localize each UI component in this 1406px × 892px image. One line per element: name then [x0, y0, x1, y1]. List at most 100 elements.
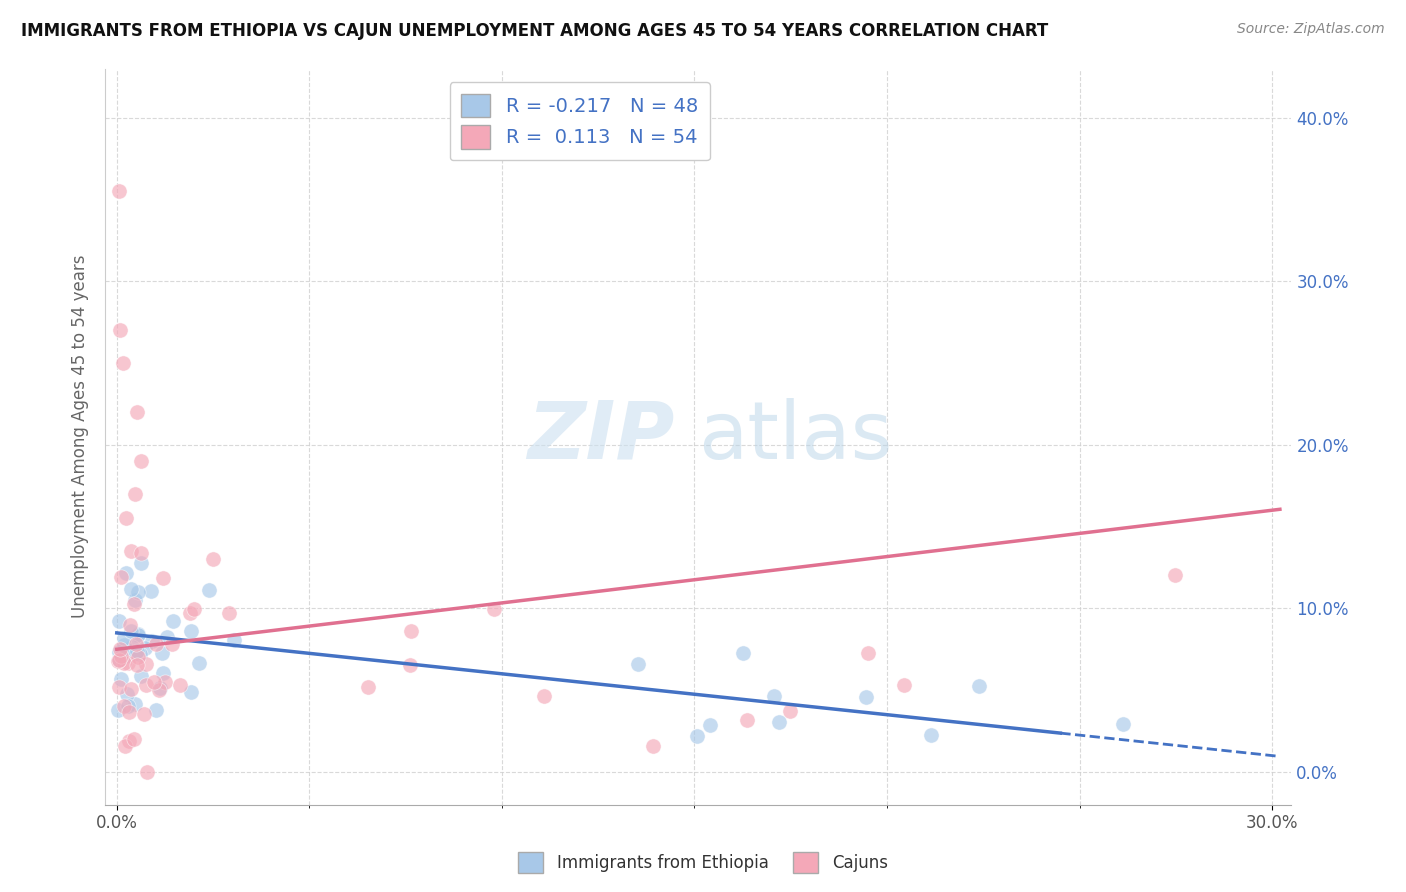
Immigrants from Ethiopia: [127, 584, 149, 599]
Immigrants from Ethiopia: [129, 556, 152, 570]
Immigrants from Ethiopia: [180, 685, 202, 699]
Immigrants from Ethiopia: [762, 689, 785, 703]
Immigrants from Ethiopia: [127, 626, 149, 640]
Cajuns: [125, 637, 148, 651]
Immigrants from Ethiopia: [115, 566, 138, 581]
Cajuns: [125, 405, 148, 419]
Immigrants from Ethiopia: [626, 657, 648, 672]
Cajuns: [399, 658, 422, 673]
Cajuns: [482, 601, 505, 615]
Cajuns: [107, 655, 129, 669]
Immigrants from Ethiopia: [920, 728, 942, 742]
Cajuns: [131, 454, 153, 468]
Immigrants from Ethiopia: [114, 648, 136, 663]
Text: ZIP: ZIP: [527, 398, 675, 475]
Cajuns: [112, 699, 135, 714]
Text: Source: ZipAtlas.com: Source: ZipAtlas.com: [1237, 22, 1385, 37]
Immigrants from Ethiopia: [129, 669, 152, 683]
Immigrants from Ethiopia: [108, 653, 131, 667]
Cajuns: [120, 681, 142, 696]
Cajuns: [143, 675, 166, 690]
Immigrants from Ethiopia: [1112, 716, 1135, 731]
Cajuns: [125, 658, 148, 673]
Immigrants from Ethiopia: [125, 646, 148, 660]
Cajuns: [120, 544, 142, 558]
Immigrants from Ethiopia: [967, 679, 990, 693]
Immigrants from Ethiopia: [180, 624, 202, 638]
Cajuns: [127, 649, 149, 664]
Text: atlas: atlas: [699, 398, 893, 475]
Immigrants from Ethiopia: [224, 632, 246, 647]
Cajuns: [155, 675, 177, 690]
Immigrants from Ethiopia: [768, 715, 790, 730]
Cajuns: [118, 705, 141, 719]
Cajuns: [111, 356, 134, 370]
Cajuns: [218, 607, 240, 621]
Cajuns: [201, 552, 224, 566]
Cajuns: [179, 606, 201, 620]
Cajuns: [641, 739, 664, 753]
Cajuns: [399, 624, 422, 639]
Cajuns: [779, 704, 801, 718]
Immigrants from Ethiopia: [125, 644, 148, 658]
Immigrants from Ethiopia: [112, 638, 135, 652]
Cajuns: [107, 184, 129, 198]
Cajuns: [110, 649, 132, 664]
Cajuns: [117, 733, 139, 747]
Cajuns: [893, 678, 915, 692]
Cajuns: [357, 681, 380, 695]
Legend: Immigrants from Ethiopia, Cajuns: Immigrants from Ethiopia, Cajuns: [512, 846, 894, 880]
Cajuns: [169, 677, 191, 691]
Cajuns: [135, 764, 157, 779]
Immigrants from Ethiopia: [686, 729, 709, 743]
Immigrants from Ethiopia: [110, 673, 132, 687]
Cajuns: [122, 597, 145, 611]
Cajuns: [856, 646, 879, 660]
Cajuns: [152, 571, 174, 585]
Text: IMMIGRANTS FROM ETHIOPIA VS CAJUN UNEMPLOYMENT AMONG AGES 45 TO 54 YEARS CORRELA: IMMIGRANTS FROM ETHIOPIA VS CAJUN UNEMPL…: [21, 22, 1049, 40]
Immigrants from Ethiopia: [121, 640, 143, 655]
Immigrants from Ethiopia: [108, 614, 131, 628]
Immigrants from Ethiopia: [156, 630, 179, 644]
Immigrants from Ethiopia: [127, 628, 149, 642]
Cajuns: [122, 732, 145, 747]
Immigrants from Ethiopia: [198, 582, 221, 597]
Immigrants from Ethiopia: [188, 656, 211, 670]
Cajuns: [134, 706, 156, 721]
Cajuns: [108, 653, 131, 667]
Y-axis label: Unemployment Among Ages 45 to 54 years: Unemployment Among Ages 45 to 54 years: [72, 255, 89, 618]
Immigrants from Ethiopia: [141, 634, 163, 648]
Immigrants from Ethiopia: [699, 718, 721, 732]
Immigrants from Ethiopia: [115, 687, 138, 701]
Cajuns: [117, 656, 139, 670]
Immigrants from Ethiopia: [124, 593, 146, 607]
Immigrants from Ethiopia: [150, 646, 173, 660]
Immigrants from Ethiopia: [134, 640, 156, 655]
Cajuns: [120, 618, 142, 632]
Cajuns: [108, 323, 131, 337]
Immigrants from Ethiopia: [124, 698, 146, 712]
Immigrants from Ethiopia: [128, 648, 150, 662]
Immigrants from Ethiopia: [117, 699, 139, 714]
Immigrants from Ethiopia: [112, 631, 135, 645]
Cajuns: [1163, 568, 1185, 582]
Cajuns: [112, 656, 135, 670]
Cajuns: [533, 689, 555, 703]
Cajuns: [148, 683, 170, 698]
Cajuns: [735, 713, 758, 727]
Cajuns: [135, 678, 157, 692]
Immigrants from Ethiopia: [152, 666, 174, 681]
Immigrants from Ethiopia: [139, 583, 162, 598]
Cajuns: [129, 546, 152, 560]
Immigrants from Ethiopia: [731, 646, 754, 660]
Immigrants from Ethiopia: [162, 614, 184, 628]
Cajuns: [183, 602, 205, 616]
Immigrants from Ethiopia: [145, 703, 167, 717]
Immigrants from Ethiopia: [148, 681, 170, 695]
Cajuns: [145, 637, 167, 651]
Immigrants from Ethiopia: [120, 624, 142, 638]
Immigrants from Ethiopia: [108, 645, 131, 659]
Cajuns: [135, 657, 157, 671]
Cajuns: [160, 637, 183, 651]
Immigrants from Ethiopia: [107, 703, 129, 717]
